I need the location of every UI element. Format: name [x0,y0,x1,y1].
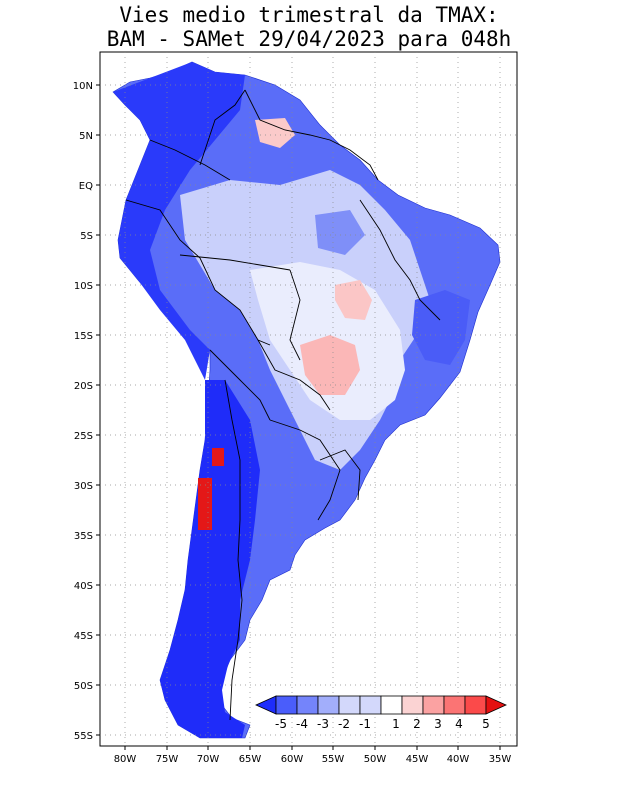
lat-tick-label: 50S [74,681,93,692]
lat-tick-label: 55S [74,731,93,742]
colorbar-arrow-high [485,695,507,715]
colorbar-label: -5 [275,717,287,731]
lon-tick-label: 45W [406,754,429,765]
colorbar-label: -2 [338,717,350,731]
colorbar-segment [401,695,424,715]
lat-tick-label: 25S [74,431,93,442]
colorbar-label: 4 [455,717,463,731]
cold-anomaly-andes-north [113,62,245,380]
colorbar-label: 2 [413,717,421,731]
lon-axis: 80W 75W 70W 65W 60W 55W 50W 45W 40W 35W [114,746,512,765]
lat-tick-label: 20S [74,381,93,392]
lat-tick-label: 5N [79,131,93,142]
lon-tick-label: 55W [322,754,345,765]
map-title-line1: Vies medio trimestral da TMAX: [119,3,499,27]
map-title-line2: BAM - SAMet 29/04/2023 para 048h [106,27,512,51]
lat-tick-label: 10N [73,81,93,92]
lat-axis: 10N 5N EQ 5S 10S 15S 20S 25S 30S 35S 40S… [73,81,100,742]
cold-anomaly-northeast-brazil [412,290,470,365]
lat-tick-label: 40S [74,581,93,592]
lat-tick-label: 5S [80,231,93,242]
colorbar-segment [359,695,382,715]
cold-anomaly-roraima [315,210,365,255]
country-borders [125,89,441,721]
colorbar-label: -4 [296,717,308,731]
colorbar-label: -3 [317,717,329,731]
colorbar-segment [317,695,340,715]
lon-tick-label: 40W [447,754,470,765]
lat-tick-label: 15S [74,331,93,342]
map-gridlines [100,52,517,746]
colorbar-label: -1 [359,717,371,731]
lon-tick-label: 35W [489,754,512,765]
lon-tick-label: 65W [239,754,262,765]
south-america-map [100,52,517,746]
lat-tick-label: 35S [74,531,93,542]
colorbar-label: 1 [392,717,400,731]
colorbar-segment [422,695,445,715]
lon-tick-label: 50W [364,754,387,765]
warm-anomaly-chile-north [212,448,224,466]
lat-tick-label: 45S [74,631,93,642]
warm-anomaly-chile-andes [198,478,212,530]
lon-tick-label: 80W [114,754,137,765]
colorbar-label: 3 [434,717,442,731]
warm-anomaly-tocantins [335,280,372,320]
lat-tick-label: EQ [79,181,93,192]
colorbar-segment [275,695,298,715]
warm-anomaly-guiana [255,118,295,148]
colorbar-segment [338,695,361,715]
warm-anomaly-central-brazil [300,335,360,395]
lat-tick-label: 30S [74,481,93,492]
colorbar-segment [443,695,466,715]
lon-tick-label: 75W [156,754,179,765]
lon-tick-label: 60W [281,754,304,765]
cold-anomaly-patagonia [160,380,260,738]
colorbar-segment [380,695,403,715]
colorbar-label: 5 [482,717,490,731]
colorbar-segment [296,695,319,715]
colorbar-segment [464,695,487,715]
lon-tick-label: 70W [197,754,220,765]
lat-tick-label: 10S [74,281,93,292]
colorbar: -5 -4 -3 -2 -1 1 2 3 4 5 [255,695,507,731]
